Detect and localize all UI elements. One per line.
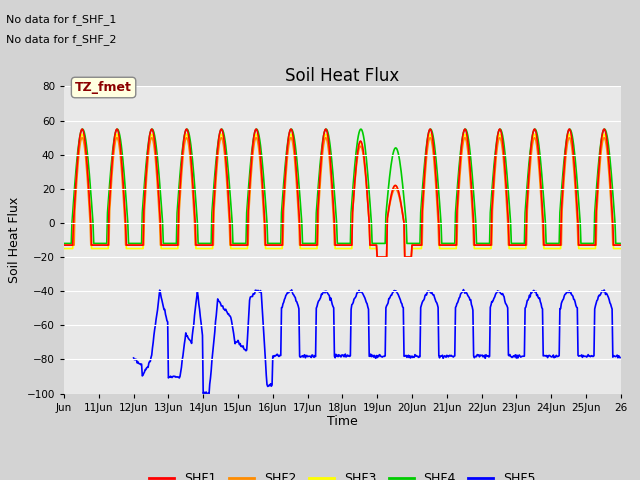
SHF3 — [277, 246, 285, 252]
SHF1 — [616, 242, 624, 248]
SHF2 — [126, 242, 134, 248]
Title: Soil Heat Flux: Soil Heat Flux — [285, 67, 399, 85]
SHF5 — [255, 289, 263, 295]
SHF4 — [228, 220, 236, 226]
SHF4 — [277, 240, 285, 246]
SHF4 — [256, 137, 264, 143]
Line: SHF3: SHF3 — [64, 134, 620, 257]
SHF1 — [126, 242, 134, 248]
Line: SHF2: SHF2 — [64, 138, 620, 257]
SHF2 — [401, 254, 408, 260]
SHF5 — [276, 352, 284, 358]
SHF1 — [401, 254, 408, 260]
SHF4 — [431, 148, 439, 154]
SHF2 — [277, 242, 285, 248]
SHF1 — [432, 173, 440, 179]
Line: SHF1: SHF1 — [64, 129, 620, 257]
SHF5 — [616, 355, 624, 360]
Text: No data for f_SHF_1: No data for f_SHF_1 — [6, 14, 116, 25]
SHF2 — [228, 242, 236, 248]
SHF3 — [432, 176, 440, 181]
SHF2 — [373, 254, 381, 260]
SHF2 — [616, 242, 624, 248]
Text: No data for f_SHF_2: No data for f_SHF_2 — [6, 34, 117, 45]
SHF3 — [126, 246, 134, 252]
SHF4 — [616, 240, 624, 246]
X-axis label: Time: Time — [327, 415, 358, 429]
SHF3 — [401, 254, 408, 260]
SHF3 — [373, 254, 381, 260]
SHF1 — [277, 242, 285, 248]
SHF5 — [228, 318, 236, 324]
Legend: SHF1, SHF2, SHF3, SHF4, SHF5: SHF1, SHF2, SHF3, SHF4, SHF5 — [144, 468, 541, 480]
SHF3 — [256, 150, 264, 156]
SHF5 — [399, 305, 407, 311]
SHF2 — [60, 242, 68, 248]
SHF1 — [60, 242, 68, 248]
SHF1 — [228, 242, 236, 248]
SHF3 — [78, 132, 86, 137]
SHF4 — [400, 196, 408, 202]
SHF3 — [60, 246, 68, 252]
SHF2 — [432, 185, 440, 191]
SHF4 — [60, 240, 68, 246]
SHF1 — [78, 126, 86, 132]
SHF4 — [218, 126, 226, 132]
SHF4 — [125, 240, 133, 246]
SHF3 — [228, 246, 236, 252]
Text: TZ_fmet: TZ_fmet — [75, 81, 132, 94]
Line: SHF5: SHF5 — [134, 289, 620, 395]
SHF1 — [373, 254, 381, 260]
Y-axis label: Soil Heat Flux: Soil Heat Flux — [8, 197, 21, 283]
Line: SHF4: SHF4 — [64, 129, 620, 243]
SHF5 — [431, 294, 438, 300]
SHF1 — [256, 145, 264, 151]
SHF2 — [256, 156, 264, 161]
SHF3 — [616, 246, 624, 252]
SHF2 — [78, 135, 86, 141]
